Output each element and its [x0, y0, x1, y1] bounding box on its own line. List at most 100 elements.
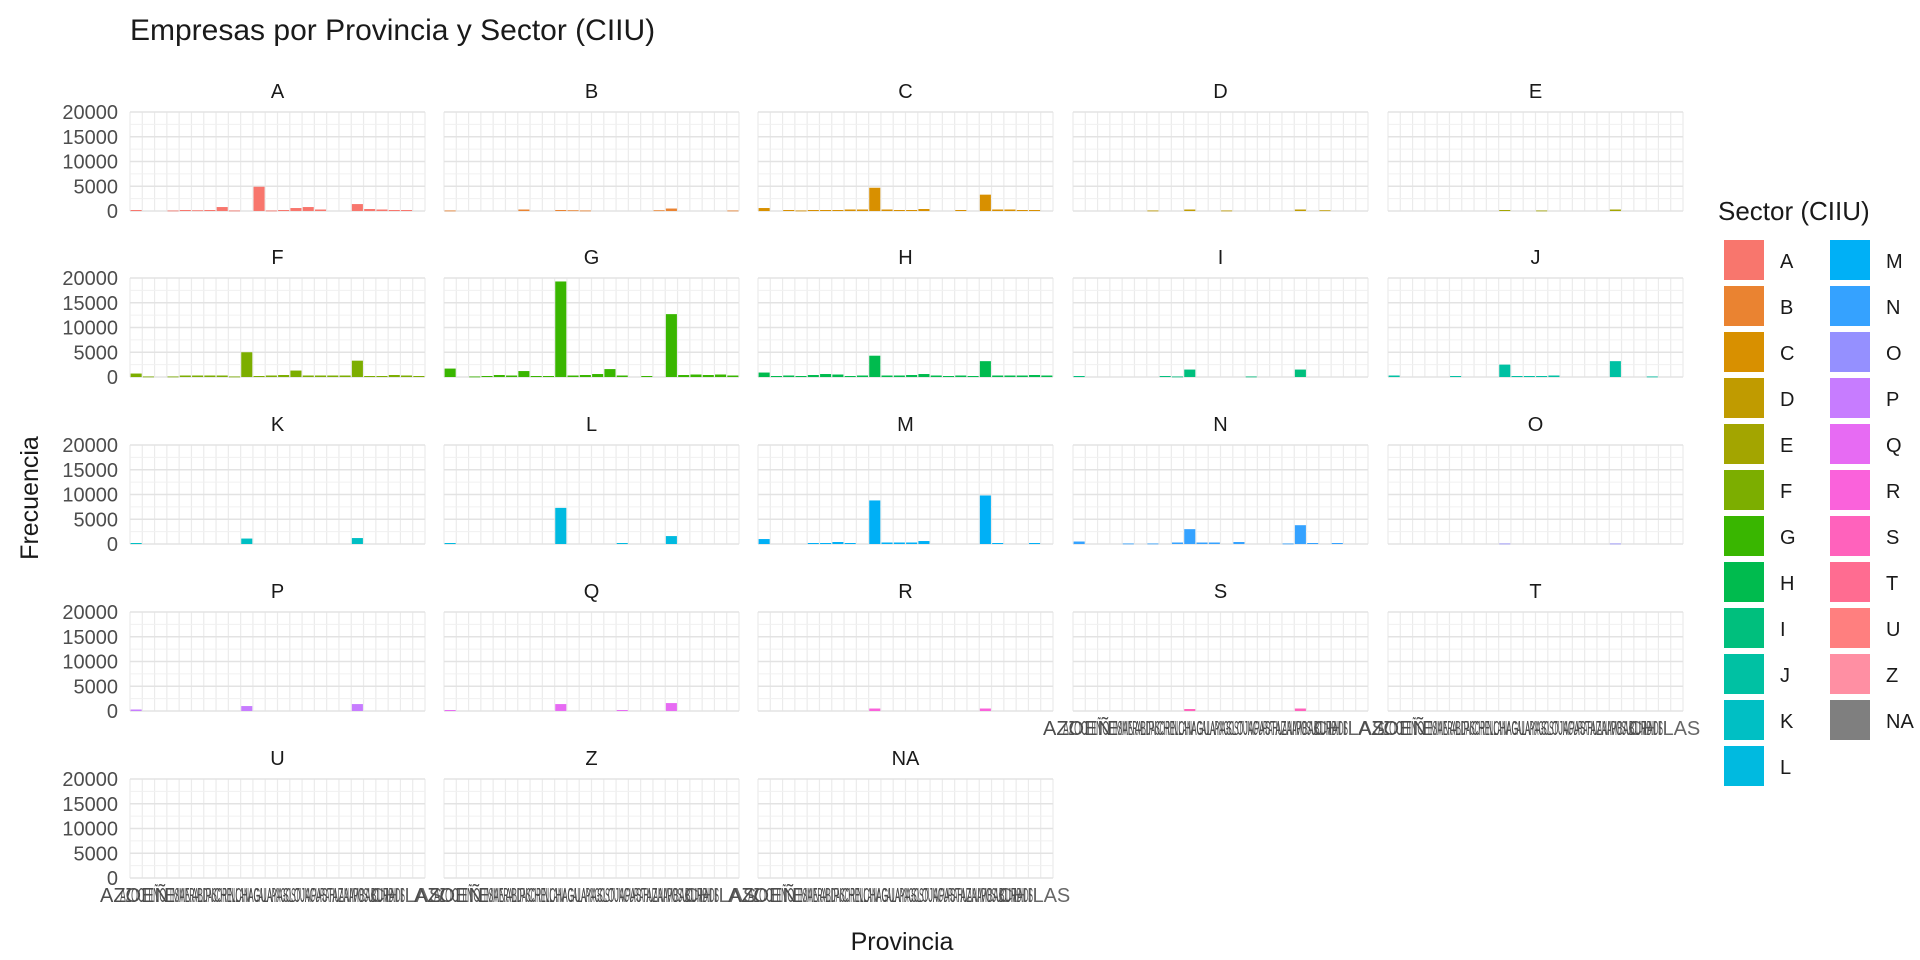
- bar: [444, 543, 456, 544]
- bar: [1388, 375, 1400, 377]
- y-tick-label: 10000: [62, 652, 118, 674]
- bar: [758, 539, 770, 544]
- facet-panel-B: B: [443, 81, 740, 212]
- y-tick-label: 15000: [62, 127, 118, 149]
- bar: [1016, 375, 1028, 377]
- bar: [228, 210, 241, 212]
- bar: [1282, 543, 1294, 545]
- bar: [1536, 376, 1548, 377]
- bar: [167, 210, 179, 212]
- bar: [1159, 376, 1171, 377]
- legend-key: [1830, 240, 1870, 280]
- bar: [364, 376, 376, 377]
- legend-key: [1724, 608, 1764, 648]
- bar: [869, 355, 881, 377]
- legend-item-F: F: [1724, 470, 1792, 510]
- bar: [1016, 210, 1028, 211]
- legend-label: F: [1780, 481, 1792, 503]
- bar: [807, 210, 819, 211]
- bar: [241, 706, 253, 711]
- legend-item-H: H: [1724, 562, 1794, 602]
- bar: [290, 208, 302, 211]
- bar: [955, 210, 967, 211]
- bar: [142, 376, 154, 378]
- bar: [376, 209, 388, 211]
- bar: [204, 210, 216, 211]
- legend-item-D: D: [1724, 378, 1794, 418]
- bar: [1499, 543, 1511, 545]
- legend-key: [1724, 286, 1764, 326]
- legend-key: [1724, 378, 1764, 418]
- y-tick-label: 10000: [62, 485, 118, 507]
- x-tick-label: ESMERALDASORELLANAGALAPAGOSTUNGURAHUANAP…: [170, 885, 405, 907]
- bar: [179, 375, 191, 377]
- facet-strip-label: J: [1531, 247, 1541, 269]
- panel-grid: [1072, 611, 1369, 712]
- legend-label: S: [1886, 527, 1899, 549]
- bar: [979, 708, 991, 711]
- bar: [690, 374, 702, 377]
- bar: [327, 375, 339, 377]
- legend-label: R: [1886, 481, 1900, 503]
- x-tick-label: AZOCHIÑOEMANABIPICHINCHAGUAYASLOJAPASTAZ…: [1378, 716, 1653, 740]
- facet-strip-label: D: [1213, 81, 1227, 103]
- facet-strip-label: B: [585, 81, 598, 103]
- x-tick-label: AZOEÑ: [728, 883, 797, 907]
- facet-strip-label: T: [1529, 581, 1541, 603]
- legend-item-K: K: [1724, 700, 1794, 740]
- x-tick-label: ESMERALDASORELLANAGALAPAGOSTUNGURAHUANAP…: [1428, 718, 1663, 740]
- legend-label: P: [1886, 389, 1899, 411]
- legend-key: [1830, 700, 1870, 740]
- bar: [1073, 376, 1085, 377]
- facet-panel-R: R: [757, 581, 1054, 712]
- bar: [351, 360, 363, 378]
- bar: [979, 495, 991, 544]
- x-tick-label: AZOEÑ: [414, 883, 483, 907]
- bar: [1233, 542, 1245, 544]
- bar: [1184, 709, 1196, 711]
- bar: [1294, 708, 1306, 711]
- legend-key: [1830, 378, 1870, 418]
- bar: [604, 369, 616, 377]
- facet-strip-label: O: [1528, 414, 1544, 436]
- legend: Sector (CIIU) A B C D E F G H I J K L M N O P Q R S T U Z NA: [1718, 196, 1914, 786]
- bar: [702, 375, 714, 377]
- y-axis-title: Frecuencia: [16, 436, 44, 560]
- facet-panel-N: N: [1072, 414, 1369, 545]
- bar: [302, 207, 314, 211]
- legend-key: [1830, 562, 1870, 602]
- x-tick-label: AZOEÑ: [100, 883, 169, 907]
- bar: [1004, 375, 1016, 377]
- bar: [364, 209, 376, 211]
- legend-label: A: [1780, 251, 1794, 273]
- bar: [376, 376, 388, 377]
- legend-item-O: O: [1830, 332, 1902, 372]
- legend-label: G: [1780, 527, 1796, 549]
- bar: [616, 710, 628, 711]
- bar: [979, 194, 991, 211]
- bar: [783, 375, 795, 377]
- bar: [1245, 376, 1257, 378]
- bar: [844, 543, 856, 544]
- bar: [1523, 376, 1535, 377]
- facet-panel-NA: NA AZOEÑAZOCHIÑOEMANABIPICHINCHAGUAYASLOJ…: [728, 748, 1070, 907]
- legend-item-L: L: [1724, 746, 1791, 786]
- bar: [942, 376, 955, 377]
- bar: [918, 541, 930, 544]
- x-tick-label: ESMERALDASORELLANAGALAPAGOSTUNGURAHUANAP…: [798, 885, 1033, 907]
- panel-grid: [443, 111, 740, 212]
- panel-grid: [757, 277, 1054, 378]
- bar: [130, 543, 142, 544]
- legend-label: NA: [1886, 711, 1914, 733]
- bar: [918, 374, 930, 377]
- bar: [493, 375, 505, 377]
- x-tick-labels: AZOEÑAZOCHIÑOEMANABIPICHINCHAGUAYASLOJAP…: [1043, 716, 1385, 740]
- y-tick-label: 10000: [62, 819, 118, 841]
- facet-panel-J: J: [1387, 247, 1684, 378]
- facet-strip-label: U: [270, 748, 284, 770]
- facet-panel-Z: Z AZOEÑAZOCHIÑOEMANABIPICHINCHAGUAYASLOJA…: [414, 748, 756, 907]
- legend-key: [1830, 516, 1870, 556]
- x-tick-label: AZOCHIÑOEMANABIPICHINCHAGUAYASLOJAPASTAZ…: [748, 883, 1023, 907]
